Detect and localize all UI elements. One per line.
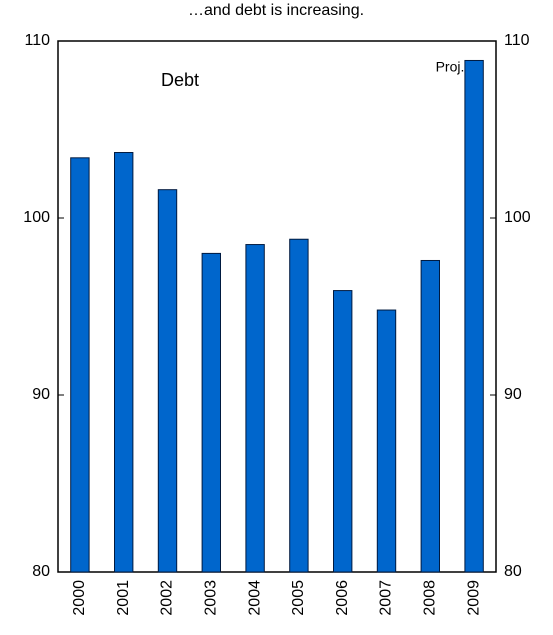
bar bbox=[333, 290, 353, 573]
x-tick-label: 2007 bbox=[378, 580, 395, 616]
x-tick-label: 2003 bbox=[203, 580, 220, 616]
plot-frame bbox=[57, 40, 497, 573]
x-tick-label: 2009 bbox=[465, 580, 482, 616]
y-tick-label: 110 bbox=[24, 32, 50, 49]
x-tick-label: 2008 bbox=[422, 580, 439, 616]
x-tick-label: 2006 bbox=[334, 580, 351, 616]
y-tick-label: 80 bbox=[32, 563, 50, 580]
bar bbox=[245, 244, 265, 573]
bar bbox=[420, 259, 440, 573]
bar bbox=[464, 59, 484, 573]
y2-tick-label: 110 bbox=[504, 32, 530, 49]
annotation: Debt bbox=[161, 70, 199, 90]
bar bbox=[114, 152, 134, 573]
y-tick-label: 100 bbox=[23, 209, 50, 226]
x-tick-label: 2000 bbox=[71, 580, 88, 616]
bar bbox=[201, 252, 221, 573]
x-tick-label: 2004 bbox=[246, 580, 263, 616]
y2-tick-label: 80 bbox=[504, 563, 522, 580]
annotation: Proj. bbox=[436, 59, 465, 75]
bar bbox=[157, 189, 178, 573]
bar bbox=[376, 309, 397, 573]
bar bbox=[289, 238, 309, 573]
bar bbox=[70, 157, 90, 573]
y2-tick-label: 90 bbox=[504, 386, 522, 403]
x-tick-label: 2005 bbox=[290, 580, 307, 616]
chart-title: …and debt is increasing. bbox=[188, 2, 364, 19]
x-tick-label: 2001 bbox=[115, 580, 132, 616]
y-tick-label: 90 bbox=[32, 386, 50, 403]
y2-tick-label: 100 bbox=[504, 209, 531, 226]
x-tick-label: 2002 bbox=[159, 580, 176, 616]
